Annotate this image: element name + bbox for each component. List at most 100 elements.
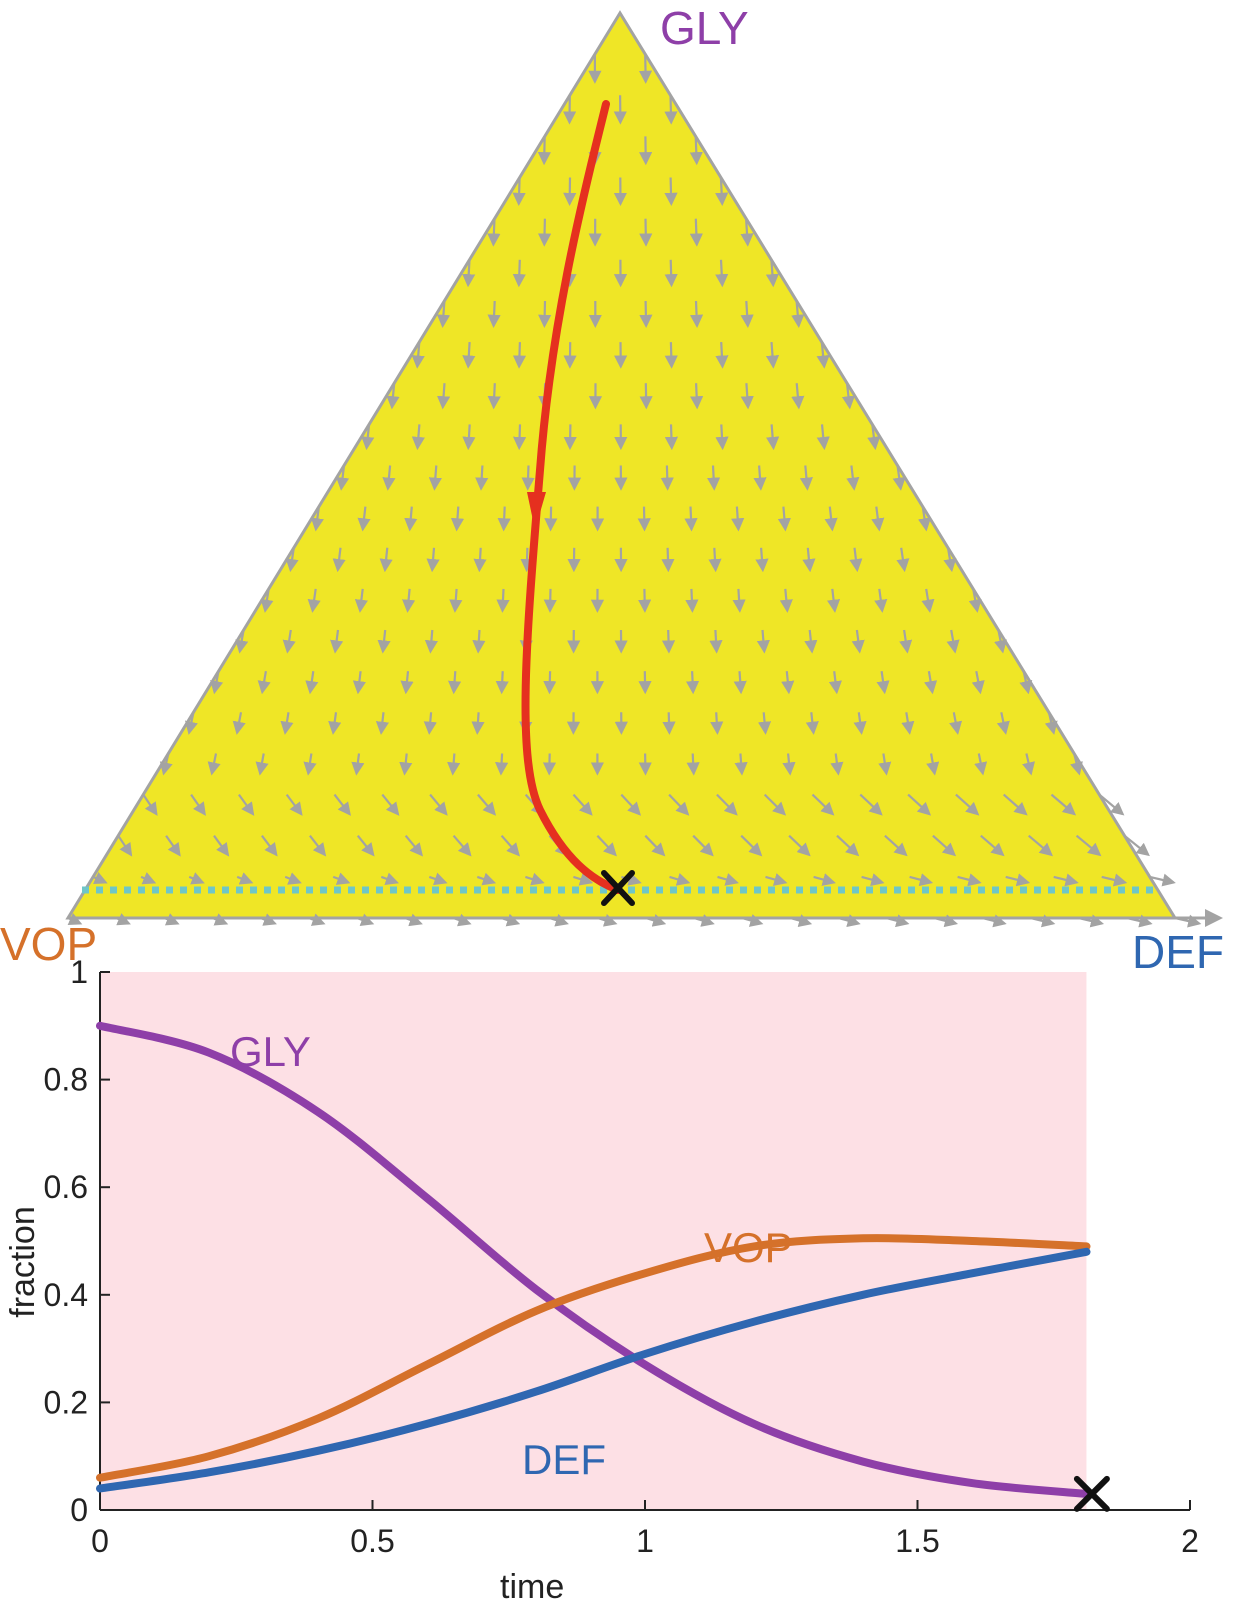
flow-arrow-icon [475, 465, 489, 491]
flow-arrow-icon [777, 506, 791, 532]
flow-arrow-icon [521, 465, 535, 491]
flow-arrow-icon [813, 873, 836, 886]
flow-arrow-icon [399, 753, 413, 776]
flow-arrow-icon [756, 629, 770, 654]
flow-arrow-icon [1053, 873, 1079, 887]
ternary-simplex: GLY VOP DEF [0, 2, 1224, 978]
flow-arrow-icon [943, 547, 957, 573]
flow-arrow-icon [309, 835, 327, 857]
flow-arrow-icon [462, 342, 476, 369]
flow-arrow-icon [740, 218, 754, 247]
flow-arrow-icon [140, 872, 157, 885]
flow-arrow-icon [310, 506, 324, 532]
flow-arrow-icon [949, 712, 963, 735]
flow-arrow-icon [799, 465, 813, 491]
flow-arrow-icon [238, 793, 255, 816]
flow-arrow-icon [428, 872, 448, 886]
flow-arrow-icon [1044, 712, 1058, 735]
flow-arrow-icon [836, 834, 860, 857]
flow-arrow-icon [497, 506, 511, 532]
flow-arrow-icon [381, 793, 400, 816]
flow-arrow-icon [715, 259, 729, 288]
flow-arrow-icon [404, 834, 424, 857]
y-axis-label: fraction [4, 1206, 42, 1318]
trajectory-arrowhead [527, 492, 546, 530]
flow-arrow-icon [660, 465, 674, 491]
flow-arrow-icon [538, 300, 552, 328]
flow-arrow-icon [661, 629, 676, 654]
flow-arrow-icon [830, 753, 844, 776]
flow-arrow-icon [537, 218, 552, 247]
flow-arrow-icon [375, 712, 389, 735]
flow-arrow-icon [280, 712, 294, 735]
flow-arrow-icon [537, 136, 551, 166]
flow-arrow-icon [495, 671, 509, 695]
flow-arrow-icon [380, 872, 399, 885]
flow-arrow-icon [901, 712, 915, 735]
flow-arrow-icon [1123, 834, 1150, 857]
flow-arrow-icon [544, 506, 558, 532]
flow-arrow-icon [740, 383, 754, 410]
flow-arrow-icon [638, 588, 652, 613]
flow-arrow-icon [791, 300, 805, 328]
flow-arrow-icon [525, 872, 545, 886]
flow-arrow-icon [472, 629, 486, 654]
flow-arrow-icon [763, 793, 787, 816]
flow-arrow-icon [692, 834, 714, 857]
flow-arrow-icon [449, 588, 463, 613]
flow-arrow-icon [411, 342, 425, 369]
y-axis: 0 0.2 0.4 0.6 0.8 1 [44, 954, 110, 1528]
flow-arrow-icon [512, 342, 527, 369]
flow-arrow-icon [788, 834, 811, 857]
flow-arrow-icon [957, 873, 982, 887]
flow-arrow-icon [402, 588, 416, 613]
flow-arrow-icon [487, 383, 501, 410]
flow-arrow-icon [689, 136, 703, 166]
flow-arrow-icon [824, 506, 838, 532]
flow-arrow-icon [450, 506, 465, 532]
flow-arrow-icon [974, 753, 988, 776]
flow-arrow-icon [400, 671, 414, 695]
flow-arrow-icon [971, 670, 985, 695]
trajectory-curve [521, 100, 622, 894]
x-tick-label: 1.5 [895, 1523, 939, 1559]
flow-arrow-icon [332, 547, 346, 573]
flow-arrow-icon [924, 671, 938, 695]
flow-arrow-icon [740, 834, 763, 857]
flow-arrow-icon [1070, 753, 1083, 776]
series-line-gly [96, 1021, 1091, 1498]
x-tick-label: 2 [1181, 1523, 1199, 1559]
flow-arrow-icon [284, 872, 302, 885]
flow-arrow-icon [476, 872, 497, 886]
flow-arrow-icon [379, 547, 393, 573]
flow-arrow-icon [859, 793, 883, 816]
flow-arrow-icon [282, 629, 296, 654]
flow-arrow-icon [354, 588, 368, 613]
flow-arrow-icon [1075, 834, 1102, 857]
flow-arrow-icon [487, 218, 501, 247]
flow-arrow-icon [874, 588, 888, 613]
flow-arrow-icon [715, 424, 729, 451]
flow-arrow-icon [473, 547, 487, 573]
flow-arrow-icon [117, 835, 133, 857]
flow-arrow-icon [686, 753, 700, 776]
flow-arrow-icon [753, 465, 767, 491]
end-x-marker-icon [1073, 1475, 1110, 1512]
end-x-marker-icon [601, 870, 635, 906]
flow-arrow-icon [305, 671, 319, 695]
flow-arrow-icon [644, 834, 666, 857]
y-tick-label: 0.8 [44, 1062, 88, 1098]
flow-arrow-icon [639, 300, 653, 328]
x-tick-label: 0.5 [350, 1523, 394, 1559]
flow-arrow-icon [669, 873, 691, 886]
series-line-def [96, 1247, 1091, 1493]
flow-arrow-icon [596, 834, 617, 857]
flow-arrow-icon [668, 793, 690, 816]
flow-arrow-icon [448, 671, 462, 695]
flow-arrow-icon [907, 793, 932, 816]
vertex-label-gly: GLY [660, 2, 749, 54]
flow-arrow-icon [512, 259, 526, 288]
flow-arrow-icon [285, 547, 299, 573]
flow-arrow-icon [685, 671, 700, 695]
flow-arrow-icon [471, 712, 485, 735]
